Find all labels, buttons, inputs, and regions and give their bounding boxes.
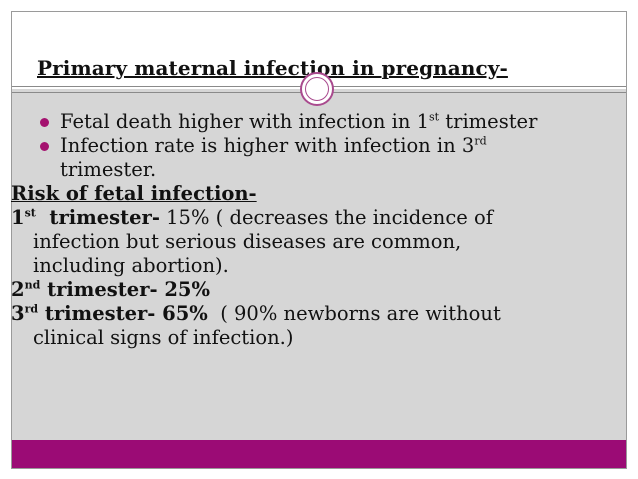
content-panel — [12, 89, 626, 440]
bullet-dot-icon — [40, 118, 49, 127]
slide-title: Primary maternal infection in pregnancy- — [37, 56, 508, 80]
risk-item: 3rd trimester- 65% ( 90% newborns are wi… — [11, 302, 501, 349]
circle-ornament-icon — [300, 72, 334, 106]
risk-item: 1st trimester- 15% ( decreases the incid… — [11, 206, 493, 277]
bullet-item: Infection rate is higher with infection … — [38, 134, 618, 182]
bullet-item: Fetal death higher with infection in 1st… — [38, 110, 618, 134]
risk-item: 2nd trimester- 25% — [11, 278, 211, 301]
slide-content: Fetal death higher with infection in 1st… — [11, 110, 618, 350]
risk-heading: Risk of fetal infection- — [11, 182, 257, 205]
footer-accent-bar — [12, 440, 626, 468]
bullet-dot-icon — [40, 142, 49, 151]
